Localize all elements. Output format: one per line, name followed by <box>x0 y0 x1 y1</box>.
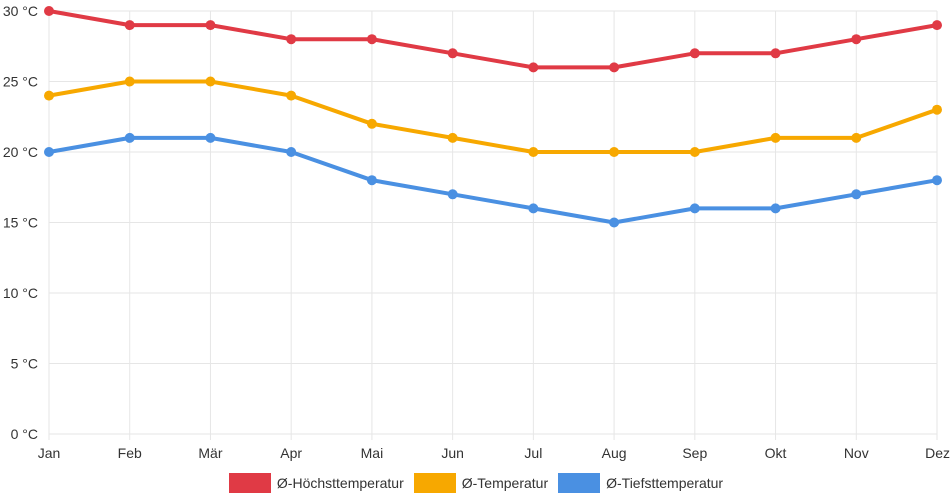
legend-swatch <box>558 473 601 493</box>
data-point[interactable] <box>851 132 862 143</box>
y-tick-label: 30 °C <box>3 3 38 19</box>
series-line <box>47 79 939 154</box>
y-tick-label: 0 °C <box>11 426 38 442</box>
legend-item[interactable]: Ø-Höchsttemperatur <box>228 473 404 493</box>
data-point[interactable] <box>609 217 620 228</box>
data-point[interactable] <box>609 147 620 157</box>
x-tick-label: Sep <box>682 445 707 461</box>
data-point[interactable] <box>44 90 54 101</box>
y-tick-label: 25 °C <box>3 74 38 90</box>
series-line <box>47 9 939 70</box>
legend-label: Ø-Höchsttemperatur <box>276 475 404 491</box>
data-point[interactable] <box>44 147 54 157</box>
data-point[interactable] <box>366 34 377 45</box>
y-tick-label: 10 °C <box>3 285 38 301</box>
legend-swatch <box>413 473 456 493</box>
grid-lines <box>48 10 938 440</box>
data-point[interactable] <box>689 147 700 157</box>
x-tick-label: Mai <box>361 445 384 461</box>
data-point[interactable] <box>205 132 216 143</box>
data-point[interactable] <box>205 76 216 87</box>
data-point[interactable] <box>770 203 781 214</box>
x-tick-label: Okt <box>765 445 787 461</box>
data-point[interactable] <box>447 189 458 200</box>
data-point[interactable] <box>124 76 135 87</box>
data-point[interactable] <box>44 6 54 16</box>
y-tick-label: 15 °C <box>3 215 38 231</box>
x-tick-label: Dez <box>925 445 950 461</box>
data-point[interactable] <box>851 189 862 200</box>
x-tick-label: Jan <box>38 445 61 461</box>
data-point[interactable] <box>447 48 458 59</box>
y-tick-label: 5 °C <box>11 356 38 372</box>
data-point[interactable] <box>528 62 539 73</box>
y-tick-label: 20 °C <box>3 144 38 160</box>
legend: Ø-Höchsttemperatur Ø-Temperatur Ø-Tiefstte… <box>0 472 952 494</box>
legend-swatch <box>228 473 271 493</box>
legend-item[interactable]: Ø-Temperatur <box>413 473 549 493</box>
data-point[interactable] <box>689 203 700 214</box>
data-point[interactable] <box>366 175 377 186</box>
data-point[interactable] <box>124 20 135 31</box>
data-point[interactable] <box>286 147 297 157</box>
series-line <box>47 135 939 225</box>
x-tick-label: Apr <box>280 445 302 461</box>
data-point[interactable] <box>205 20 216 31</box>
data-point[interactable] <box>932 175 942 186</box>
x-tick-label: Nov <box>844 445 869 461</box>
x-tick-label: Jun <box>441 445 464 461</box>
data-point[interactable] <box>124 132 135 143</box>
x-tick-label: Feb <box>118 445 142 461</box>
series-1 <box>44 76 942 157</box>
data-point[interactable] <box>528 203 539 214</box>
x-axis-tick-labels: Jan Feb Mär Apr Mai Jun Jul Aug Sep Okt Nov Dez <box>38 445 950 461</box>
series-2 <box>44 132 942 228</box>
data-point[interactable] <box>286 34 297 45</box>
data-point[interactable] <box>528 147 539 157</box>
series-0 <box>44 6 942 73</box>
x-tick-label: Aug <box>602 445 627 461</box>
data-point[interactable] <box>286 90 297 101</box>
data-point[interactable] <box>932 104 942 115</box>
data-point[interactable] <box>609 62 620 73</box>
data-point[interactable] <box>851 34 862 45</box>
legend-label: Ø-Temperatur <box>461 475 549 491</box>
data-point[interactable] <box>366 118 377 129</box>
x-tick-label: Jul <box>524 445 542 461</box>
legend-label: Ø-Tiefsttemperatur <box>606 475 724 491</box>
data-point[interactable] <box>770 48 781 59</box>
series-lines <box>44 6 942 228</box>
legend-item[interactable]: Ø-Tiefsttemperatur <box>558 473 723 493</box>
data-point[interactable] <box>447 132 458 143</box>
data-point[interactable] <box>770 132 781 143</box>
y-axis-tick-labels: 0 °C 5 °C 10 °C 15 °C 20 °C 25 °C 30 °C <box>3 3 38 442</box>
x-tick-label: Mär <box>198 445 222 461</box>
data-point[interactable] <box>689 48 700 59</box>
data-point[interactable] <box>932 20 942 31</box>
